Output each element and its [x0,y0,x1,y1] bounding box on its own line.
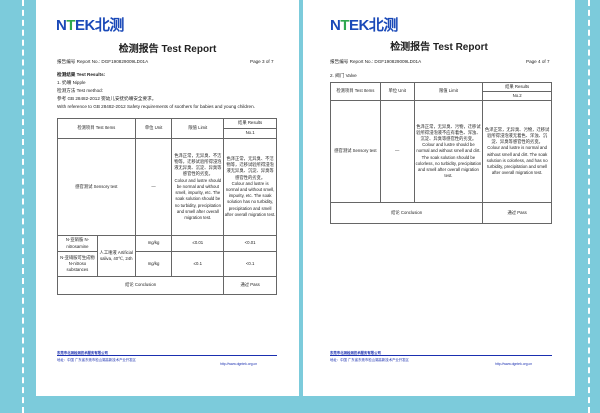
sensory-item: 感官测试 Sensory test [57,138,136,236]
row-unit: mg/kg [134,251,173,277]
sensory-result: 色泽正常，无异臭、污物，迁移试验所得浸泡液无着色、浑浊、沉淀、异臭等感官性的劣变… [482,100,552,203]
limit-en: Colour and lustre should be normal and w… [174,177,222,220]
header-sample-no: No.1 [223,128,277,139]
conclusion-value: 通过 Pass [223,276,277,295]
report-page-4: NTEK北测 检测报告 Test Report 报告编号 Report No.:… [303,0,575,396]
row-limit: ≤0.01 [171,235,225,252]
page-title: 检测报告 Test Report [118,44,217,55]
sensory-item: 感官测试 Sensory test [330,100,381,203]
report-number: 报告编号 Report No.: DGF190829009LD01A [330,59,422,64]
header-test-items: 检测项目 Test Items [57,118,136,139]
result-en: Colour and lustre is normal and without … [486,145,548,176]
limit-en: Colour and lustre should be normal and w… [415,142,482,179]
test-method: 检测方法 Test method: [57,88,103,93]
limit-cn: 色泽正常，无异臭、污物，迁移试验所得浸泡液不应有着色、浑浊、沉淀、异臭等感官性的… [416,123,481,141]
conclusion-label: 结论 Conclusion [329,202,484,224]
left-dashed-border [22,0,24,413]
header-unit: 单位 Unit [379,82,415,101]
item-name: 2. 阀门 Valve [330,73,357,78]
sensory-limit: 色泽正常，无异臭、不洁物等，迁移试验所得浸泡液无异臭、沉淀、异臭等感官性的劣变。… [171,138,225,236]
footer-web: http://www.dgntek.org.cn [220,362,258,366]
row-result: <0.1 [223,251,277,277]
limit-cn: 色泽正常，无异臭、不洁物等，迁移试验所得浸泡液无异臭、沉淀、异臭等感官性的劣变。 [174,152,222,177]
reference-cn: 参考 GB 28482-2012 婴幼儿安抚奶嘴安全要求。 [57,96,157,101]
section-heading: 检测结果 Test Results: [57,72,106,77]
ntek-logo: NTEK北测 [56,17,124,34]
conclusion-value: 通过 Pass [482,202,552,224]
conclusion-label: 结论 Conclusion [56,276,225,295]
row-item: N-亚硝胺可生成物 N-nitroso substances [57,251,98,277]
row-result: <0.01 [223,235,277,252]
results-table: 检测项目 Test Items 单位 Unit 限值 Limit 结果 Results… [56,118,277,295]
footer-line [330,355,552,356]
page-number: Page 3 of 7 [250,59,274,64]
row-unit: mg/kg [134,235,173,252]
header-results: 结果 Results [482,82,552,92]
page-number: Page 4 of 7 [526,59,550,64]
result-cn: 色泽正常，无异臭、污物，迁移试验所得浸泡液无着色、浑浊、沉淀、异臭等感官性的劣变… [484,126,550,145]
result-en: Colour and lustre is normal and without … [224,180,276,217]
report-page-3: NTEK北测 检测报告 Test Report 报告编号 Report No.:… [36,0,299,396]
header-test-items: 检测项目 Test Items [330,82,381,101]
sensory-unit: — [134,138,173,236]
sensory-limit: 色泽正常，无异臭、污物，迁移试验所得浸泡液不应有着色、浑浊、沉淀、异臭等感官性的… [413,100,484,203]
item-name: 1. 奶嘴 Nipple [57,80,86,85]
footer-address: 地址：中国 广东省东莞市松山湖高新技术产业开发区 [57,358,136,362]
footer-web: http://www.dgntek.org.cn [495,362,533,366]
header-limit: 限值 Limit [413,82,484,101]
header-unit: 单位 Unit [134,118,173,139]
footer-company: 东莞市北测检测技术服务有限公司 [330,351,381,355]
test-condition: 人工唾液 Artificial saliva, 40℃, 24h [96,235,136,277]
sensory-result: 色泽正常，无异臭、不洁物等，迁移试验所得浸泡液无异臭、沉淀、异臭等感官性的劣变。… [223,138,277,236]
footer-company: 东莞市北测检测技术服务有限公司 [57,351,108,355]
ntek-logo: NTEK北测 [330,17,398,34]
header-results: 结果 Results [223,118,277,129]
row-limit: ≤0.1 [171,251,225,277]
footer-line [57,355,277,356]
result-cn: 色泽正常，无异臭、不洁物等，迁移试验所得浸泡液无异臭、沉淀、异臭等感官性的劣变。 [226,155,274,180]
report-number: 报告编号 Report No.: DGF190829009LD01A [57,59,149,64]
right-dashed-border [588,0,590,413]
page-title: 检测报告 Test Report [390,42,488,53]
results-table: 检测项目 Test Items 单位 Unit 限值 Limit 结果 Results… [329,82,552,224]
footer-address: 地址：中国 广东省东莞市松山湖高新技术产业开发区 [330,358,409,362]
header-sample-no: No.2 [482,91,552,101]
reference-en: With reference to GB 28482-2012 Safety r… [57,104,255,109]
row-item: N-亚硝胺 N-nitrosamine [57,235,98,252]
header-limit: 限值 Limit [171,118,225,139]
sensory-unit: — [379,100,415,203]
